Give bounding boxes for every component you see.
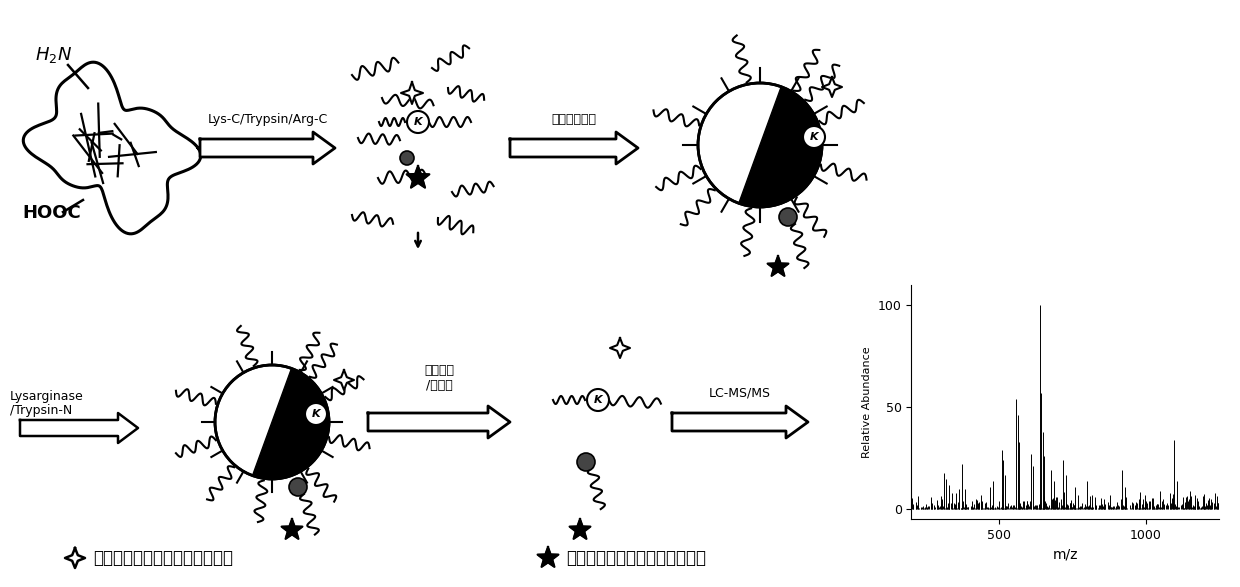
Polygon shape — [610, 338, 630, 358]
Polygon shape — [64, 548, 86, 568]
Circle shape — [577, 453, 595, 471]
Polygon shape — [20, 413, 138, 443]
Polygon shape — [537, 547, 558, 567]
Text: Lysarginase: Lysarginase — [10, 390, 84, 403]
Text: K: K — [311, 409, 320, 419]
Circle shape — [698, 83, 822, 207]
Circle shape — [215, 365, 329, 479]
Text: 赖氨酸二甲基化或三甲基化修饰: 赖氨酸二甲基化或三甲基化修饰 — [93, 549, 233, 567]
Text: K: K — [594, 395, 603, 405]
Polygon shape — [334, 370, 353, 390]
Circle shape — [587, 389, 609, 411]
Polygon shape — [510, 132, 639, 164]
Text: $H_2N$: $H_2N$ — [35, 45, 72, 65]
Text: 精氨酸单甲基化或而甲基化修饰: 精氨酸单甲基化或而甲基化修饰 — [565, 549, 706, 567]
Circle shape — [305, 403, 327, 425]
Polygon shape — [401, 82, 423, 104]
Text: HOOC: HOOC — [22, 204, 81, 222]
Polygon shape — [281, 519, 303, 539]
Polygon shape — [200, 132, 335, 164]
Polygon shape — [822, 77, 842, 97]
Text: 氨基活性材料: 氨基活性材料 — [552, 113, 596, 126]
Text: K: K — [414, 117, 423, 127]
Circle shape — [401, 151, 414, 165]
Polygon shape — [24, 62, 201, 234]
Circle shape — [804, 126, 825, 148]
Text: 亲和色谱
/分子筛: 亲和色谱 /分子筛 — [424, 364, 454, 392]
Circle shape — [407, 111, 429, 133]
Text: Lys-C/Trypsin/Arg-C: Lys-C/Trypsin/Arg-C — [207, 113, 327, 126]
Polygon shape — [407, 166, 429, 188]
Polygon shape — [768, 256, 789, 276]
Wedge shape — [253, 369, 329, 479]
Polygon shape — [368, 406, 510, 438]
Circle shape — [779, 208, 797, 226]
Polygon shape — [672, 406, 808, 438]
Text: LC-MS/MS: LC-MS/MS — [709, 387, 771, 400]
Text: /Trypsin-N: /Trypsin-N — [10, 404, 72, 417]
Text: K: K — [810, 132, 818, 142]
Polygon shape — [569, 519, 590, 539]
Circle shape — [289, 478, 308, 496]
Y-axis label: Relative Abundance: Relative Abundance — [862, 346, 872, 458]
Wedge shape — [739, 87, 822, 207]
X-axis label: m/z: m/z — [1053, 548, 1078, 562]
